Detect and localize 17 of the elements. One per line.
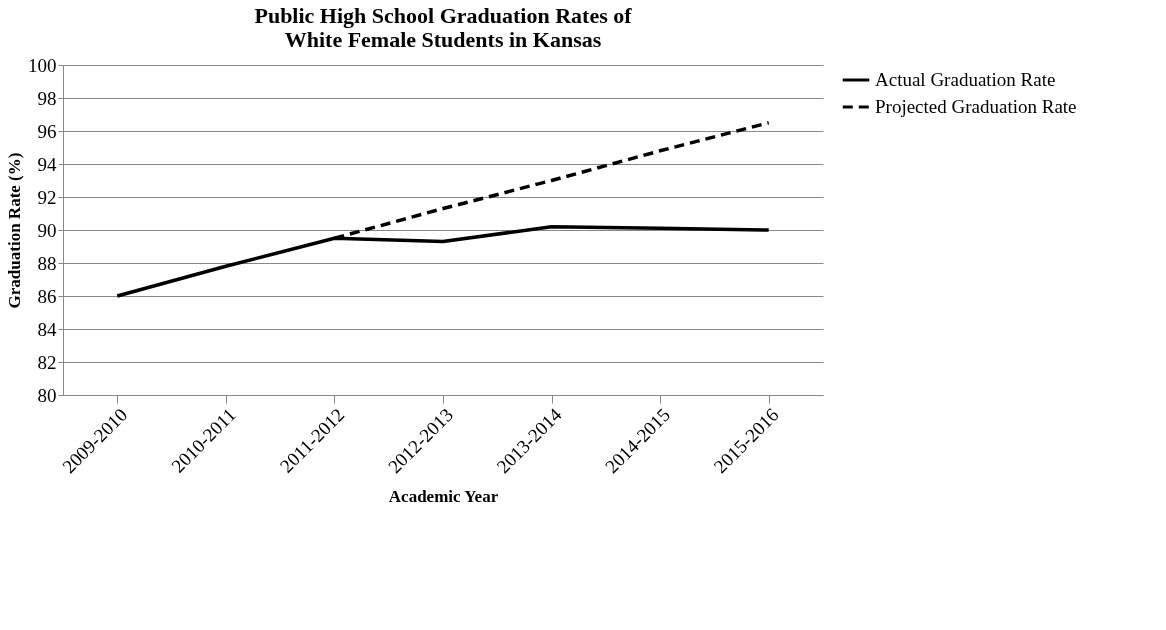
y-axis-title: Graduation Rate (%)	[5, 152, 24, 309]
y-tick-label: 98	[37, 87, 57, 109]
y-tick-label: 84	[37, 318, 57, 340]
y-tick-label: 100	[28, 54, 57, 76]
y-tick-label: 94	[37, 153, 57, 175]
y-tick-label: 96	[37, 120, 57, 142]
text: Public High School Graduation Rates of	[254, 3, 632, 28]
y-tick-label: 92	[37, 186, 57, 208]
legend-label: Projected Graduation Rate	[875, 96, 1077, 117]
y-tick-label: 82	[37, 351, 57, 373]
y-tick-label: 80	[37, 384, 57, 406]
y-tick-label: 90	[37, 219, 57, 241]
legend-label: Actual Graduation Rate	[875, 69, 1056, 90]
y-tick-label: 86	[37, 285, 57, 307]
y-tick-label: 88	[37, 252, 57, 274]
x-axis-title: Academic Year	[388, 487, 499, 507]
text: White Female Students in Kansas	[284, 27, 602, 52]
